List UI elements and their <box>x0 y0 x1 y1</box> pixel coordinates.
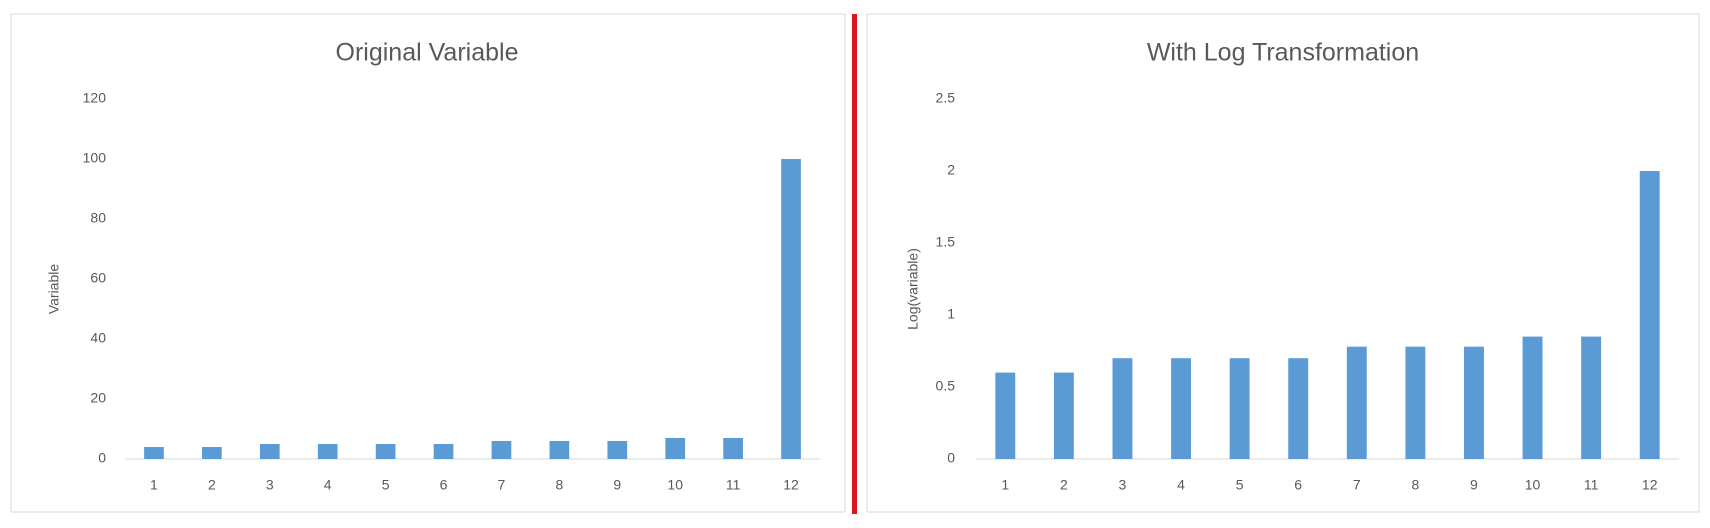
bar <box>781 159 801 459</box>
bar <box>144 447 164 459</box>
y-tick-label: 1.5 <box>936 234 956 250</box>
x-tick-label: 9 <box>1470 477 1478 493</box>
y-tick-label: 40 <box>90 330 106 346</box>
x-tick-label: 6 <box>440 477 448 493</box>
y-tick-label: 120 <box>83 90 107 106</box>
bar <box>1171 358 1192 459</box>
x-tick-label: 12 <box>783 477 799 493</box>
y-tick-label: 80 <box>90 210 106 226</box>
y-tick-label: 0 <box>947 450 955 466</box>
x-tick-label: 8 <box>1411 477 1419 493</box>
x-tick-label: 7 <box>1353 477 1361 493</box>
bar <box>433 444 454 459</box>
x-tick-label: 2 <box>208 477 216 493</box>
bar <box>375 444 396 459</box>
x-tick-label: 9 <box>613 477 621 493</box>
bar <box>202 447 222 459</box>
x-tick-label: 3 <box>1119 477 1127 493</box>
x-tick-label: 11 <box>726 477 741 493</box>
bar <box>1522 336 1543 459</box>
y-tick-label: 100 <box>83 150 107 166</box>
y-axis-label: Variable <box>46 264 62 315</box>
x-tick-label: 10 <box>1525 477 1541 493</box>
bar <box>607 441 628 459</box>
bar <box>1405 346 1426 459</box>
x-tick-label: 12 <box>1642 477 1658 493</box>
x-tick-label: 7 <box>498 477 506 493</box>
x-tick-label: 2 <box>1060 477 1068 493</box>
y-tick-label: 60 <box>90 270 106 286</box>
x-tick-label: 3 <box>266 477 274 493</box>
x-tick-label: 8 <box>555 477 563 493</box>
x-tick-label: 4 <box>324 477 332 493</box>
bar <box>1346 346 1367 459</box>
bar <box>1581 336 1602 459</box>
bar <box>665 438 686 459</box>
x-tick-label: 5 <box>382 477 390 493</box>
bar <box>491 441 512 459</box>
y-axis-label: Log(variable) <box>905 248 921 330</box>
y-tick-label: 0 <box>98 450 106 466</box>
bar <box>723 438 743 459</box>
x-tick-label: 4 <box>1177 477 1185 493</box>
x-tick-label: 5 <box>1236 477 1244 493</box>
y-tick-label: 2 <box>947 162 955 178</box>
bar <box>317 444 338 459</box>
x-tick-label: 11 <box>1584 477 1599 493</box>
y-tick-label: 20 <box>90 390 106 406</box>
chart-title: With Log Transformation <box>1147 39 1419 67</box>
x-tick-label: 1 <box>1001 477 1009 493</box>
bar <box>1288 358 1309 459</box>
bar <box>549 441 570 459</box>
y-tick-label: 1 <box>947 306 955 322</box>
x-tick-label: 6 <box>1294 477 1302 493</box>
bar <box>1639 171 1660 459</box>
panel-right <box>866 13 1700 513</box>
y-tick-label: 2.5 <box>936 90 956 106</box>
bar <box>1053 372 1074 459</box>
panel-left <box>10 13 846 513</box>
bar <box>259 444 280 459</box>
divider <box>852 14 857 514</box>
bar <box>1112 358 1133 459</box>
x-tick-label: 10 <box>667 477 683 493</box>
bar <box>1463 346 1484 459</box>
x-tick-label: 1 <box>150 477 158 493</box>
chart-title: Original Variable <box>336 39 519 67</box>
bar <box>995 372 1016 459</box>
bar <box>1229 358 1250 459</box>
y-tick-label: 0.5 <box>936 378 956 394</box>
